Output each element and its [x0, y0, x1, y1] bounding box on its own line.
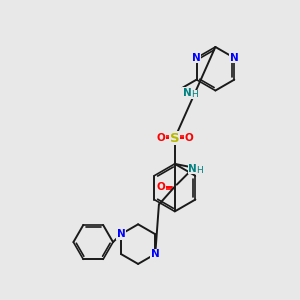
Text: N: N: [230, 53, 239, 63]
Text: O: O: [157, 182, 165, 192]
Text: O: O: [157, 133, 165, 143]
Text: N: N: [188, 164, 197, 174]
Text: H: H: [191, 90, 197, 99]
Text: N: N: [183, 88, 191, 98]
Text: N: N: [117, 229, 125, 239]
Text: H: H: [196, 166, 203, 175]
Text: O: O: [184, 133, 193, 143]
Text: S: S: [170, 132, 180, 145]
Text: N: N: [151, 249, 160, 259]
Text: N: N: [192, 53, 201, 63]
